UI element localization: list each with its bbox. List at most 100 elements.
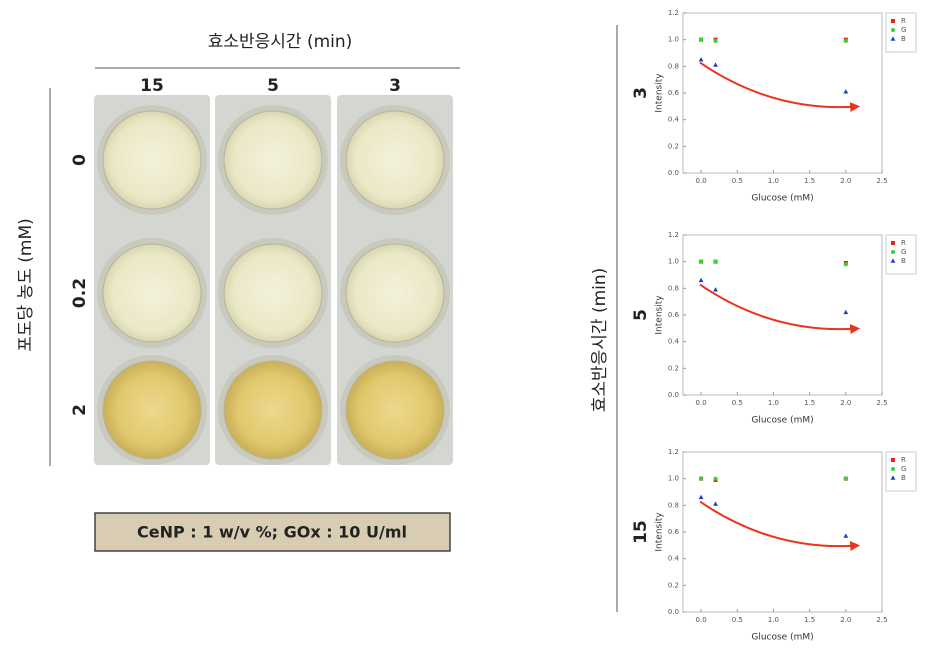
y-tick-label: 1.2 (668, 9, 679, 17)
x-tick-label: 1.5 (804, 399, 815, 407)
photo-title: 효소반응시간 (min) (208, 32, 353, 52)
point (698, 57, 704, 62)
plot-frame (682, 451, 883, 613)
well (223, 243, 323, 343)
x-tick-label: 1.5 (804, 177, 815, 185)
y-tick-label: 0.8 (668, 62, 679, 70)
legend-label: G (901, 465, 906, 473)
x-tick-label: 2.5 (876, 616, 887, 624)
point (698, 277, 704, 283)
point (843, 262, 848, 267)
point (713, 476, 718, 481)
x-tick-label: 2.0 (840, 616, 851, 624)
x-axis-label: Glucose (mM) (751, 633, 813, 643)
x-axis-label: Glucose (mM) (751, 416, 813, 426)
y-tick-label: 0.4 (668, 116, 680, 124)
legend-marker (890, 258, 896, 263)
y-tick-label: 0.6 (668, 89, 680, 97)
legend-marker (891, 28, 895, 32)
legend-label: R (901, 239, 906, 247)
point (843, 39, 848, 43)
legend-box (885, 451, 917, 492)
point (713, 39, 718, 43)
y-tick-label: 0.4 (668, 338, 680, 346)
point (699, 259, 704, 264)
point (713, 287, 718, 292)
legend-label: B (901, 474, 906, 482)
panel-label: 3 (631, 87, 651, 99)
row-label: 0 (70, 154, 90, 166)
column-label: 5 (267, 76, 279, 96)
legend-label: B (901, 257, 906, 265)
legend-marker (891, 19, 895, 23)
point (843, 476, 848, 481)
row-label: 0.2 (70, 278, 90, 308)
well (223, 110, 323, 210)
y-axis-label: Intensity (655, 512, 665, 552)
legend-label: R (901, 456, 906, 464)
y-tick-label: 0.2 (668, 142, 679, 150)
trend-arrow (699, 61, 861, 113)
point (843, 533, 849, 538)
well (345, 243, 445, 343)
x-tick-label: 0.0 (696, 399, 707, 407)
photo-ylabel: 포도당 농도 (mM) (16, 218, 36, 352)
point (843, 309, 849, 315)
trend-arrow (699, 500, 861, 552)
x-tick-label: 0.0 (696, 177, 707, 185)
y-tick-label: 1.2 (668, 448, 679, 456)
point (699, 476, 704, 481)
note-box (94, 512, 451, 552)
trend-arrow (699, 283, 861, 335)
well (102, 243, 202, 343)
legend-label: R (901, 17, 906, 25)
legend-label: B (901, 35, 906, 43)
y-tick-label: 0.2 (668, 364, 679, 372)
x-tick-label: 2.0 (840, 399, 851, 407)
point (713, 259, 718, 264)
legend-marker (891, 467, 895, 471)
x-tick-label: 1.0 (768, 177, 779, 185)
well (223, 360, 323, 460)
x-tick-label: 0.0 (696, 616, 707, 624)
panel-label: 5 (631, 309, 651, 321)
note: CeNP : 1 w/v %; GOx : 10 U/ml (137, 523, 407, 542)
legend-marker (890, 36, 896, 41)
x-tick-label: 0.5 (732, 399, 743, 407)
point (713, 501, 718, 506)
y-tick-label: 1.0 (668, 475, 679, 483)
y-tick-label: 0.0 (668, 169, 679, 177)
y-tick-label: 0.0 (668, 608, 679, 616)
legend-label: G (901, 248, 906, 256)
x-tick-label: 2.5 (876, 399, 887, 407)
x-tick-label: 1.0 (768, 616, 779, 624)
x-tick-label: 1.5 (804, 616, 815, 624)
legend-box (885, 12, 917, 53)
y-axis-label: Intensity (655, 295, 665, 335)
x-tick-label: 0.5 (732, 177, 743, 185)
point (843, 89, 849, 94)
column-label: 15 (140, 76, 164, 96)
y-tick-label: 1.2 (668, 231, 679, 239)
point (713, 62, 718, 67)
legend-marker (891, 241, 895, 245)
y-axis-label: Intensity (655, 73, 665, 113)
well (102, 360, 202, 460)
row-label: 2 (70, 404, 90, 416)
well (345, 110, 445, 210)
panel-label: 15 (631, 520, 651, 544)
point (699, 37, 704, 42)
y-tick-label: 0.4 (668, 555, 680, 563)
y-tick-label: 0.2 (668, 581, 679, 589)
y-tick-label: 0.0 (668, 391, 679, 399)
x-tick-label: 2.5 (876, 177, 887, 185)
plot-frame (682, 12, 883, 174)
point (698, 494, 704, 500)
column-label: 3 (389, 76, 401, 96)
well (102, 110, 202, 210)
y-tick-label: 0.8 (668, 501, 679, 509)
legend-marker (891, 458, 895, 462)
x-tick-label: 2.0 (840, 177, 851, 185)
y-tick-label: 1.0 (668, 36, 679, 44)
